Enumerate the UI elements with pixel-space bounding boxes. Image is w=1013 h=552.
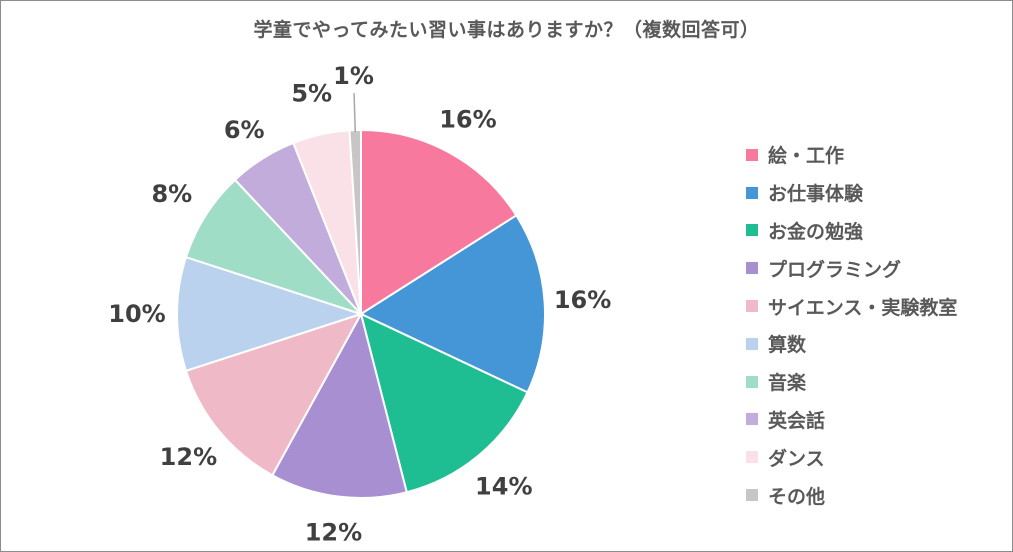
legend-label: 算数 bbox=[768, 334, 807, 357]
pie-slice-3 bbox=[359, 312, 529, 494]
pie-slices bbox=[176, 128, 546, 499]
legend-item: 音楽 bbox=[746, 363, 1011, 401]
legend-swatch bbox=[746, 262, 758, 275]
legend-label: 絵・工作 bbox=[768, 145, 845, 168]
data-label-8: 6% bbox=[224, 116, 265, 144]
chart-title: 学童でやってみたい習い事はありますか？（複数回答可） bbox=[253, 19, 760, 41]
legend-label: ダンス bbox=[768, 447, 825, 470]
data-label-3: 14% bbox=[475, 473, 532, 501]
legend-label: その他 bbox=[768, 485, 826, 508]
legend-swatch bbox=[746, 300, 758, 313]
pie-slice-1 bbox=[360, 128, 518, 316]
legend-item: サイエンス・実験教室 bbox=[746, 287, 1011, 325]
pie-slice-4 bbox=[271, 311, 408, 499]
pie-data-labels: 16% 16% 14% 12% 12% 10% 8% 6% 5%1% bbox=[108, 62, 611, 546]
legend-label: 英会話 bbox=[768, 409, 826, 432]
legend-item: ダンス bbox=[746, 438, 1011, 476]
data-label-5: 12% bbox=[160, 443, 217, 471]
legend-item: お金の勉強 bbox=[746, 212, 1011, 250]
leader-line bbox=[353, 93, 357, 133]
data-label-2: 16% bbox=[554, 286, 611, 314]
data-label-9: 5% bbox=[291, 79, 332, 107]
legend-item: 英会話 bbox=[746, 401, 1011, 439]
legend-label: プログラミング bbox=[768, 258, 902, 281]
legend-swatch bbox=[746, 337, 758, 350]
pie-slice-6 bbox=[176, 255, 365, 373]
data-label-1: 16% bbox=[439, 105, 496, 133]
data-label-7: 8% bbox=[151, 180, 192, 208]
legend-item: 算数 bbox=[746, 325, 1011, 363]
legend-swatch bbox=[746, 413, 758, 426]
legend-swatch bbox=[746, 489, 758, 502]
pie-slice-2 bbox=[358, 214, 546, 394]
legend-label: サイエンス・実験教室 bbox=[768, 296, 958, 319]
legend-label: お金の勉強 bbox=[768, 220, 864, 243]
legend-swatch bbox=[746, 375, 758, 388]
legend-label: 音楽 bbox=[768, 372, 807, 395]
legend-label: お仕事体験 bbox=[768, 183, 864, 206]
legend-item: その他 bbox=[746, 476, 1011, 514]
legend-swatch bbox=[746, 224, 758, 237]
legend-swatch bbox=[746, 148, 758, 161]
legend-swatch bbox=[746, 451, 758, 464]
pie-slice-5 bbox=[184, 312, 364, 477]
legend-item: プログラミング bbox=[746, 249, 1011, 287]
pie-slice-7 bbox=[184, 178, 362, 315]
data-label-6: 10% bbox=[108, 300, 165, 328]
data-label-4: 12% bbox=[305, 518, 362, 546]
legend-swatch bbox=[746, 186, 758, 199]
legend: 絵・工作お仕事体験お金の勉強プログラミングサイエンス・実験教室 算数音楽英会話ダン… bbox=[746, 136, 1011, 514]
data-label-10: 1% bbox=[333, 62, 374, 90]
legend-item: 絵・工作 bbox=[746, 136, 1011, 174]
legend-item: お仕事体験 bbox=[746, 174, 1011, 212]
